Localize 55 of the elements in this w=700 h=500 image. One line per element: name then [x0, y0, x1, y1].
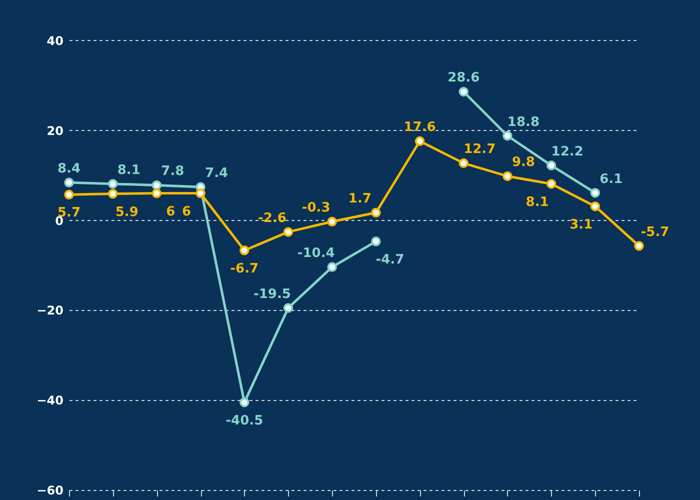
point [590, 201, 600, 212]
point [546, 160, 556, 170]
data-label: 6 [166, 204, 176, 220]
y-tick-label: 40 [46, 34, 64, 48]
data-label: 6 [182, 204, 192, 220]
point [240, 246, 250, 256]
point [414, 136, 425, 146]
y-tick-label: −60 [36, 484, 64, 498]
data-label: -10.4 [297, 246, 335, 262]
data-label: -0.3 [302, 200, 330, 216]
data-label: 12.7 [464, 142, 496, 158]
point [502, 130, 512, 141]
point [634, 241, 644, 251]
data-label: 6.1 [600, 172, 623, 187]
data-label: 1.7 [348, 192, 372, 207]
data-label: 7.8 [161, 164, 184, 180]
data-label: 7.4 [205, 166, 228, 182]
data-label: 8.1 [117, 162, 140, 178]
data-label: 17.6 [404, 120, 436, 136]
point [371, 236, 381, 246]
point [152, 188, 162, 198]
data-label: 8.1 [526, 194, 549, 210]
point [108, 178, 118, 189]
point [458, 158, 468, 168]
point [327, 216, 337, 226]
data-label: -4.7 [376, 252, 404, 268]
data-label: 3.1 [570, 217, 593, 232]
point [64, 178, 74, 188]
y-tick-label: −40 [36, 394, 64, 408]
point [502, 171, 512, 182]
data-label: 9.8 [512, 155, 535, 170]
point [546, 178, 556, 189]
point [283, 303, 294, 313]
y-tick-label: −20 [36, 304, 64, 318]
point [108, 188, 118, 199]
point [196, 188, 206, 198]
y-tick-label: 20 [46, 124, 64, 138]
point [371, 208, 381, 218]
point [152, 180, 162, 190]
data-label: -5.7 [640, 224, 670, 240]
point [458, 86, 468, 97]
point [590, 188, 600, 198]
data-label: -40.5 [226, 413, 264, 428]
point [240, 397, 250, 408]
data-label: -6.7 [230, 261, 259, 276]
data-label: -2.6 [258, 210, 286, 226]
data-label: -19.5 [253, 286, 291, 302]
point [327, 262, 337, 272]
data-label: 12.2 [551, 144, 584, 160]
data-label: 18.8 [507, 114, 540, 130]
point [283, 227, 294, 237]
data-label: 8.4 [57, 162, 81, 177]
point [64, 190, 74, 200]
data-label: 28.6 [448, 70, 480, 86]
data-label: 5.9 [115, 204, 138, 220]
